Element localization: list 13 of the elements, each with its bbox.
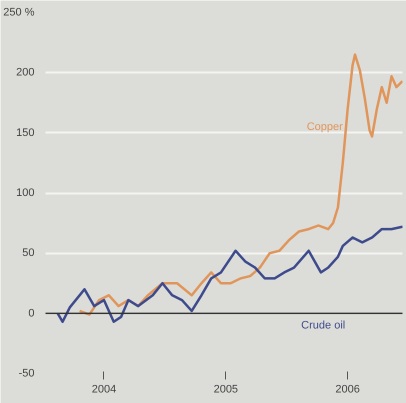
- y-tick-label: 150: [16, 126, 35, 139]
- y-tick-label: 250 %: [3, 6, 35, 18]
- y-tick-label: 200: [16, 66, 35, 79]
- series-label: Copper: [306, 121, 344, 134]
- y-tick-label: 0: [28, 307, 35, 320]
- y-tick-label: -50: [18, 368, 35, 380]
- text: Crude oil: [301, 319, 346, 332]
- y-tick-label: 50: [22, 247, 35, 260]
- x-tick-label: 2005: [214, 384, 238, 396]
- x-tick-label: 2006: [335, 384, 360, 396]
- x-tick-label: 2004: [92, 384, 116, 396]
- line-series: [78, 53, 402, 316]
- y-tick-label: 100: [16, 187, 35, 199]
